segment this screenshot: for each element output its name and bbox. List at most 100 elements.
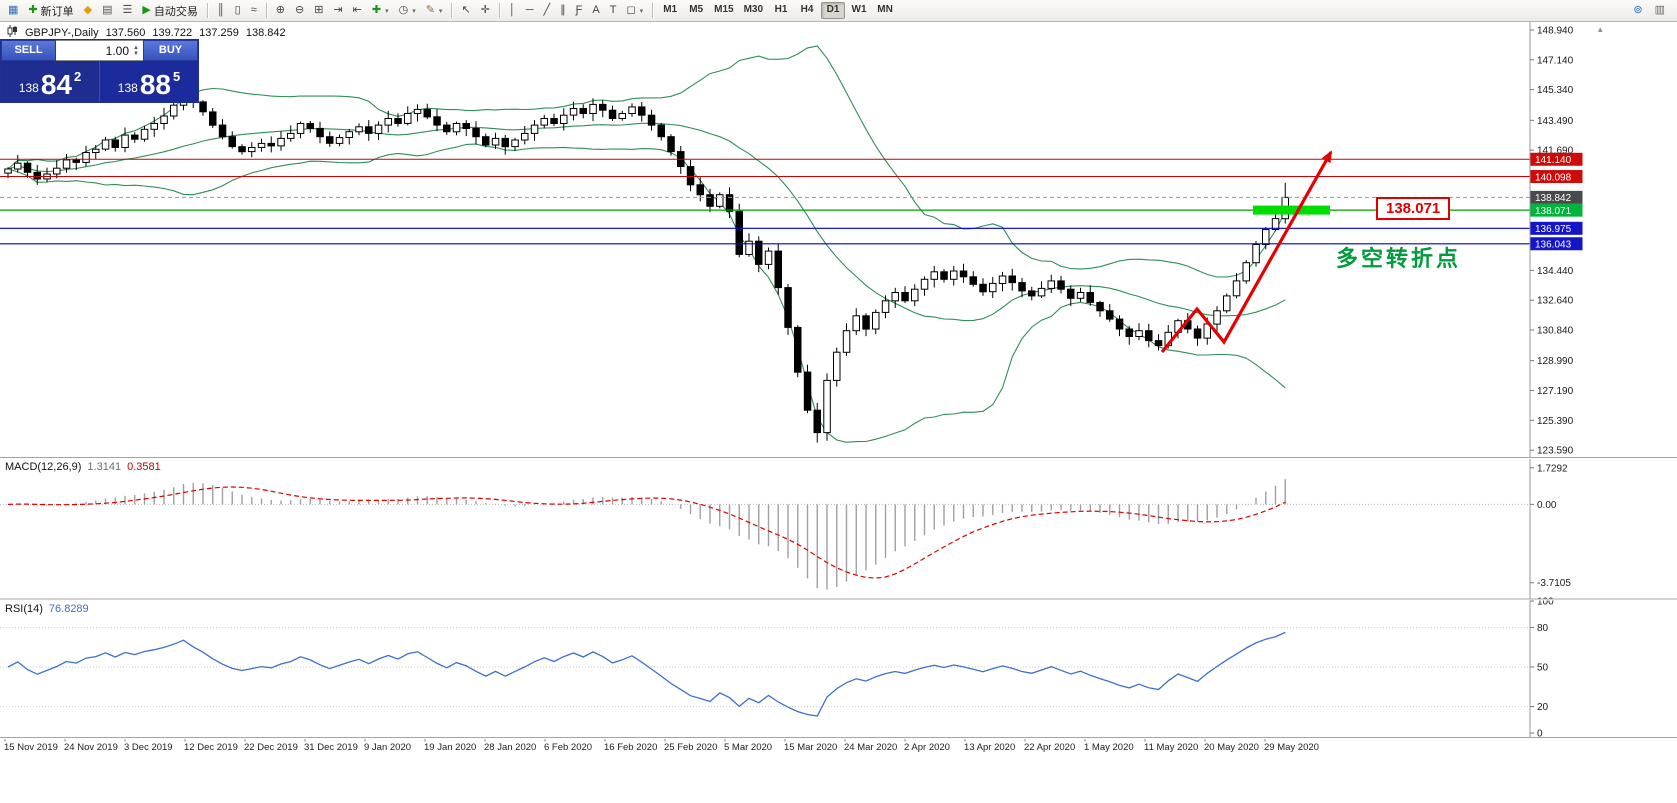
buy-button[interactable]: BUY — [143, 40, 198, 61]
timeframe-m15[interactable]: M15 — [714, 4, 734, 15]
toolbar-shapes-icon[interactable]: ◻ ▾ — [621, 2, 648, 20]
symbol-period-label: GBPJPY-,Daily — [25, 26, 99, 39]
navigator-icon: ☰ — [122, 4, 133, 16]
timeframe-h1[interactable]: H1 — [774, 4, 788, 15]
buy-price-display[interactable]: 138 88 5 — [99, 61, 198, 102]
time-axis-label: 15 Nov 2019 — [4, 742, 58, 753]
toolbar-zoom-in-icon[interactable]: ⊕ — [271, 2, 290, 20]
rsi-axis-label: 80 — [1537, 623, 1549, 634]
market-watch-icon: ▤ — [102, 4, 113, 16]
toolbar-trendline-icon[interactable]: ╱ — [539, 2, 556, 20]
price-axis-label: 143.490 — [1537, 116, 1574, 127]
time-axis[interactable]: 15 Nov 2019 24 Nov 2019 3 Dec 2019 12 Dec 2… — [4, 737, 1319, 754]
price-axis-label: 125.390 — [1537, 416, 1574, 427]
toolbar-navigator-icon[interactable]: ☰ — [118, 2, 138, 20]
time-axis-label: 12 Dec 2019 — [184, 742, 238, 753]
toolbar-channel-icon[interactable]: ∥ — [555, 2, 571, 20]
buy-price-pips: 88 — [139, 69, 171, 101]
toolbar-market-watch-icon[interactable]: ▤ — [97, 2, 117, 20]
toolbar-templates-icon[interactable]: ✎ ▾ — [421, 2, 448, 20]
toolbar-auto-scroll-icon[interactable]: ⇥ — [328, 2, 347, 20]
layout-icon: ▥ — [1654, 4, 1665, 16]
toolbar-periods-icon[interactable]: ◷ ▾ — [394, 2, 421, 20]
time-axis-label: 20 May 2020 — [1204, 742, 1259, 753]
price-badge — [1530, 203, 1583, 217]
toolbar-chart-window-icon[interactable]: ▦ — [3, 2, 23, 20]
time-axis-label: 22 Apr 2020 — [1024, 742, 1075, 753]
tile-windows-icon: ⊞ — [314, 4, 324, 16]
timeframe-m30[interactable]: M30 — [743, 4, 764, 15]
sell-price-display[interactable]: 138 84 2 — [1, 61, 99, 102]
rsi-line — [7, 631, 1286, 717]
rsi-axis-label: 50 — [1537, 663, 1549, 674]
toolbar-separator — [206, 3, 208, 18]
spinner-down-icon[interactable]: ▼ — [133, 50, 139, 57]
volume-spinner[interactable]: ▲ ▼ — [130, 41, 142, 60]
new-order-button[interactable]: ✚ 新订单 — [23, 2, 78, 20]
price-badge-value: 136.043 — [1535, 240, 1572, 251]
vertical-line-icon: │ — [508, 4, 516, 16]
plus-icon: ✚ — [28, 4, 38, 16]
time-axis-label: 19 Jan 2020 — [424, 742, 476, 753]
toolbar-bar-chart-icon[interactable]: ║ — [212, 2, 230, 20]
rsi-axis-label: 0 — [1537, 729, 1543, 740]
timeframe-m5[interactable]: M5 — [689, 4, 704, 15]
low-value: 137.259 — [199, 26, 239, 39]
toolbar-text-icon[interactable]: A — [587, 2, 604, 20]
time-axis-label: 25 Feb 2020 — [664, 742, 717, 753]
macd-indicator-label: MACD(12,26,9) 1.3141 0.3581 — [5, 461, 161, 473]
timeframe-mn[interactable]: MN — [877, 4, 893, 15]
projection-arrow[interactable] — [1160, 150, 1333, 354]
time-axis-label: 24 Nov 2019 — [64, 742, 118, 753]
volume-input[interactable]: 1.00 ▲ ▼ — [56, 40, 143, 61]
zoom-out-icon: ⊖ — [294, 4, 305, 16]
open-value: 137.560 — [105, 26, 146, 39]
support-highlight-bar[interactable] — [1253, 205, 1330, 215]
bar-chart-icon: ║ — [216, 4, 225, 16]
toolbar-search-icon[interactable]: ⊚ — [1628, 2, 1647, 20]
spinner-up-icon[interactable]: ▲ — [133, 44, 139, 51]
timeframe-m1[interactable]: M1 — [663, 4, 678, 15]
chart-annotations[interactable] — [1160, 150, 1333, 354]
toolbar-horizontal-line-icon[interactable]: ─ — [521, 2, 539, 20]
horizontal-line-icon: ─ — [525, 4, 534, 16]
toolbar-tile-windows-icon[interactable]: ⊞ — [309, 2, 328, 20]
auto-trading-button-label: 自动交易 — [153, 5, 198, 18]
chevron-up-icon[interactable]: ▴ — [1598, 24, 1603, 34]
toolbar-indicators-icon[interactable]: ✚ ▾ — [367, 2, 394, 20]
periods-icon: ◷ — [398, 4, 409, 16]
candles — [4, 63, 1289, 443]
sell-button[interactable]: SELL — [1, 40, 56, 61]
rsi-pane — [0, 626, 1530, 717]
toolbar-chart-shift-icon[interactable]: ⇤ — [348, 2, 367, 20]
toolbar-vertical-line-icon[interactable]: │ — [504, 2, 521, 20]
toolbar-zoom-out-icon[interactable]: ⊖ — [290, 2, 309, 20]
toolbar-text-label-icon[interactable]: T — [605, 2, 622, 20]
high-value: 139.722 — [152, 26, 193, 39]
timeframe-h4[interactable]: H4 — [800, 4, 814, 15]
time-axis-label: 9 Jan 2020 — [364, 742, 411, 753]
toolbar-fibonacci-icon[interactable]: Ƒ — [571, 2, 588, 20]
price-axis-label: 145.340 — [1537, 85, 1574, 96]
time-axis-label: 2 Apr 2020 — [904, 742, 950, 753]
timeframe-w1[interactable]: W1 — [851, 4, 867, 15]
toolbar-mql5-community-icon[interactable]: ◆ — [79, 2, 97, 20]
auto-trading-button[interactable]: ▶ 自动交易 — [137, 2, 202, 20]
macd-name: MACD(12,26,9) — [5, 461, 82, 473]
toolbar-layout-icon[interactable]: ▥ — [1650, 2, 1670, 20]
pivot-annotation-text[interactable]: 多空转折点 — [1336, 246, 1462, 271]
toolbar-cursor-icon[interactable]: ↖ — [456, 2, 475, 20]
toolbar-line-chart-icon[interactable]: ≈ — [246, 2, 262, 20]
buy-price-handle: 138 — [117, 81, 138, 95]
rsi-axis-label: 20 — [1537, 702, 1549, 713]
price-axis[interactable]: 148.940 147.140 145.340 143.490 141.690 134.4… — [1529, 22, 1583, 740]
timeframe-d1[interactable]: D1 — [821, 2, 846, 19]
level-lines[interactable] — [0, 158, 1530, 245]
toolbar-candlestick-chart-icon[interactable]: ▯ — [230, 2, 246, 20]
time-axis-label: 15 Mar 2020 — [784, 742, 837, 753]
price-level-callout[interactable]: 138.071 — [1376, 197, 1451, 220]
toolbar-crosshair-icon[interactable]: ✛ — [476, 2, 495, 20]
fibonacci-icon: Ƒ — [575, 4, 583, 16]
